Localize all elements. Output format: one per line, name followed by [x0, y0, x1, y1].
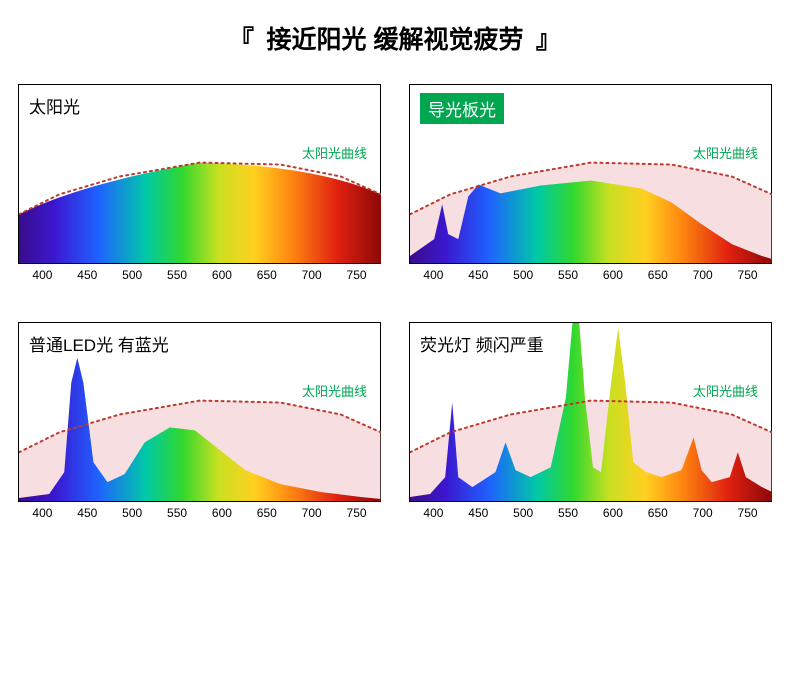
sunlight-curve-label: 太阳光曲线	[693, 381, 758, 400]
panel-led: 普通LED光 有蓝光 太阳光曲线 40045050055060065070075…	[18, 322, 381, 520]
page-title: 『 接近阳光 缓解视觉疲劳 』	[18, 20, 772, 56]
axis-tick: 550	[546, 506, 591, 520]
x-axis: 400450500550600650700750	[18, 264, 381, 282]
axis-tick: 600	[591, 506, 636, 520]
axis-tick: 700	[289, 506, 334, 520]
axis-tick: 600	[591, 268, 636, 282]
axis-tick: 750	[334, 506, 379, 520]
sunlight-curve-label: 太阳光曲线	[302, 143, 367, 162]
axis-tick: 450	[65, 506, 110, 520]
chart-label: 普通LED光 有蓝光	[29, 331, 169, 356]
chart-box: 荧光灯 频闪严重 太阳光曲线	[409, 322, 772, 502]
axis-tick: 650	[635, 506, 680, 520]
axis-tick: 500	[110, 506, 155, 520]
panel-fluorescent: 荧光灯 频闪严重 太阳光曲线 400450500550600650700750	[409, 322, 772, 520]
axis-tick: 700	[680, 268, 725, 282]
axis-tick: 400	[20, 506, 65, 520]
panel-sunlight: 太阳光 太阳光曲线 400450500550600650700750	[18, 84, 381, 282]
axis-tick: 550	[546, 268, 591, 282]
axis-tick: 750	[725, 268, 770, 282]
chart-box: 导光板光 太阳光曲线	[409, 84, 772, 264]
chart-box: 普通LED光 有蓝光 太阳光曲线	[18, 322, 381, 502]
chart-label: 太阳光	[29, 93, 80, 118]
axis-tick: 650	[244, 506, 289, 520]
axis-tick: 500	[501, 268, 546, 282]
axis-tick: 450	[456, 506, 501, 520]
chart-label: 导光板光	[420, 93, 504, 124]
x-axis: 400450500550600650700750	[409, 264, 772, 282]
axis-tick: 750	[725, 506, 770, 520]
axis-tick: 650	[635, 268, 680, 282]
axis-tick: 550	[155, 506, 200, 520]
axis-tick: 450	[65, 268, 110, 282]
title-text: 接近阳光 缓解视觉疲劳	[267, 26, 524, 54]
chart-grid: 太阳光 太阳光曲线 400450500550600650700750 导光板光 …	[18, 84, 772, 520]
axis-tick: 400	[20, 268, 65, 282]
x-axis: 400450500550600650700750	[18, 502, 381, 520]
panel-lightguide: 导光板光 太阳光曲线 400450500550600650700750	[409, 84, 772, 282]
bracket-right: 』	[536, 26, 561, 54]
axis-tick: 550	[155, 268, 200, 282]
sunlight-curve-label: 太阳光曲线	[302, 381, 367, 400]
axis-tick: 400	[411, 268, 456, 282]
axis-tick: 400	[411, 506, 456, 520]
axis-tick: 500	[110, 268, 155, 282]
chart-box: 太阳光 太阳光曲线	[18, 84, 381, 264]
axis-tick: 450	[456, 268, 501, 282]
axis-tick: 750	[334, 268, 379, 282]
axis-tick: 600	[200, 506, 245, 520]
x-axis: 400450500550600650700750	[409, 502, 772, 520]
chart-label: 荧光灯 频闪严重	[420, 331, 544, 356]
bracket-left: 『	[229, 26, 254, 54]
axis-tick: 600	[200, 268, 245, 282]
axis-tick: 500	[501, 506, 546, 520]
axis-tick: 700	[680, 506, 725, 520]
axis-tick: 700	[289, 268, 334, 282]
sunlight-curve-label: 太阳光曲线	[693, 143, 758, 162]
axis-tick: 650	[244, 268, 289, 282]
